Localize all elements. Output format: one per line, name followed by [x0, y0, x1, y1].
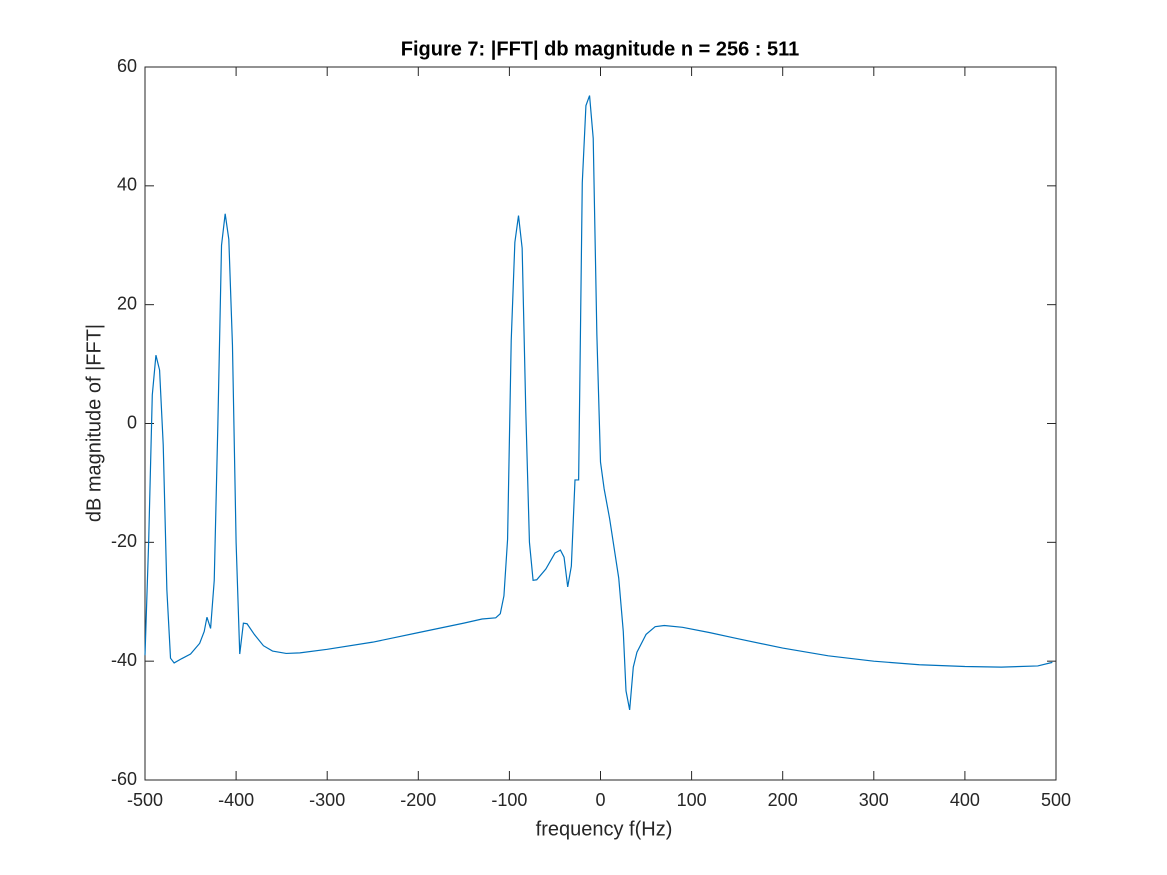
- y-tick-label: 0: [127, 412, 137, 432]
- x-tick-label: 500: [1041, 790, 1071, 810]
- x-axis-label: frequency f(Hz): [536, 818, 673, 840]
- x-tick-label: -300: [309, 790, 345, 810]
- x-tick-label: -100: [491, 790, 527, 810]
- y-tick-label: 20: [117, 293, 137, 313]
- y-axis-label: dB magnitude of |FFT|: [83, 324, 105, 522]
- x-tick-label: 400: [950, 790, 980, 810]
- data-line: [144, 95, 1053, 711]
- y-tick-label: -20: [111, 531, 137, 551]
- x-tick-label: -400: [218, 790, 254, 810]
- x-tick-label: 300: [859, 790, 889, 810]
- y-tick-label: -40: [111, 650, 137, 670]
- x-tick-label: 200: [768, 790, 798, 810]
- plot-frame: [144, 66, 1057, 781]
- y-tick-label: 40: [117, 175, 137, 195]
- x-tick-label: 0: [595, 790, 605, 810]
- x-tick-label: -500: [127, 790, 163, 810]
- x-tick-label: -200: [400, 790, 436, 810]
- y-tick-label: -60: [111, 769, 137, 789]
- chart-title: Figure 7: |FFT| db magnitude n = 256 : 5…: [401, 38, 800, 60]
- y-tick-label: 60: [117, 56, 137, 76]
- x-tick-label: 100: [677, 790, 707, 810]
